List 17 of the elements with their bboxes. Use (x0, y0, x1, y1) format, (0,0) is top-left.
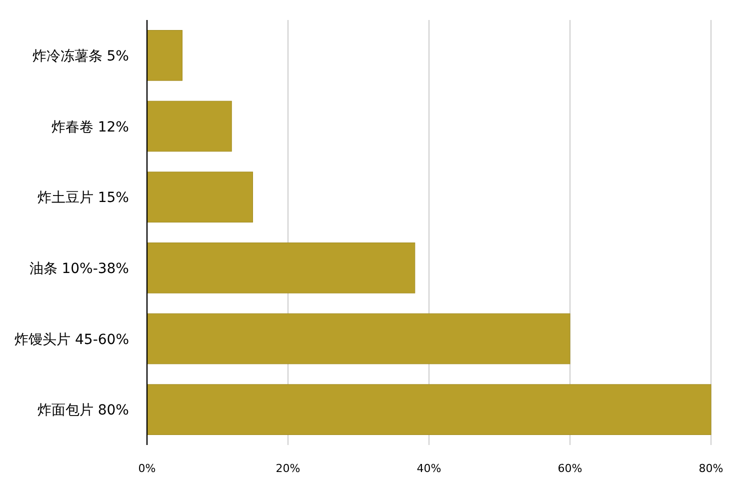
bar (146, 172, 253, 222)
bar (146, 242, 416, 294)
y-tick-label: 炸馒头片 45-60% (14, 332, 129, 348)
y-tick-label: 炸冷冻薯条 5% (32, 48, 129, 64)
y-tick-label: 炸面包片 80% (37, 402, 129, 419)
bar (146, 100, 232, 152)
x-tick-label: 80% (698, 462, 724, 475)
y-tick-label: 油条 10%-38% (29, 260, 129, 277)
bar (146, 384, 712, 435)
bar (146, 313, 570, 364)
x-tick-label: 0% (138, 462, 156, 475)
y-tick-label: 炸春卷 12% (51, 119, 129, 136)
bar (146, 30, 182, 81)
x-tick-label: 40% (416, 462, 442, 475)
y-tick-label: 炸土豆片 15% (37, 190, 129, 206)
x-tick-label: 20% (276, 462, 300, 475)
x-tick-label: 60% (558, 462, 582, 475)
